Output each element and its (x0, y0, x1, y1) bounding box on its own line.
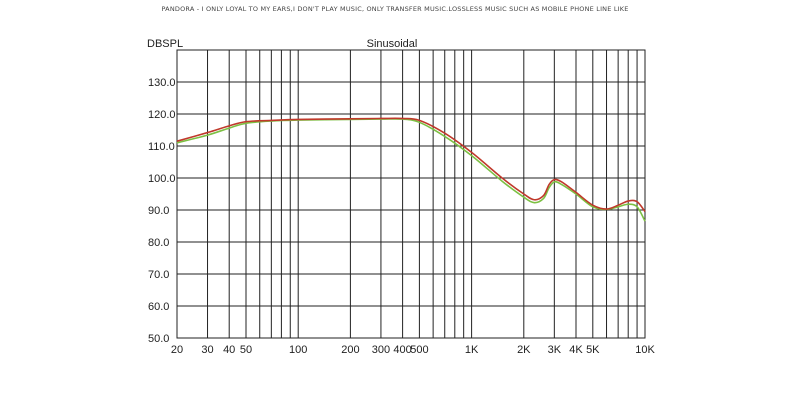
x-tick-label: 400 (393, 344, 411, 356)
y-tick-label: 70.0 (148, 269, 169, 281)
series-line (176, 118, 646, 222)
page-caption: PANDORA - I ONLY LOYAL TO MY EARS,I DON'… (161, 5, 629, 13)
x-tick-label: 300 (372, 344, 390, 356)
x-tick-label: 20 (171, 344, 183, 356)
x-tick-label: 40 (223, 344, 235, 356)
x-tick-label: 50 (240, 344, 252, 356)
x-tick-label: 4K (569, 344, 583, 356)
y-tick-label: 130.0 (148, 77, 176, 89)
chart-grid (176, 49, 646, 339)
x-tick-label: 10K (635, 344, 655, 356)
y-tick-label: 60.0 (148, 301, 169, 313)
chart-series-group (176, 117, 646, 222)
x-tick-label: 2K (517, 344, 531, 356)
x-tick-label: 5K (586, 344, 600, 356)
y-tick-label: 80.0 (148, 237, 169, 249)
x-tick-label: 200 (341, 344, 359, 356)
y-tick-label: 50.0 (148, 333, 169, 345)
y-tick-label: 110.0 (148, 141, 175, 153)
chart-title: Sinusoidal (367, 38, 418, 50)
series-line (176, 117, 646, 213)
x-tick-label: 3K (548, 344, 562, 356)
x-tick-label: 30 (201, 344, 213, 356)
y-axis-label: DBSPL (147, 38, 183, 50)
y-tick-labels: 50.0 60.0 70.0 80.0 90.0 100.0 110.0 120.0 130.0 (148, 77, 176, 345)
y-tick-label: 120.0 (148, 109, 176, 121)
x-tick-label: 100 (289, 344, 307, 356)
y-tick-label: 90.0 (148, 205, 169, 217)
x-tick-label: 1K (465, 344, 479, 356)
x-tick-label: 500 (410, 344, 428, 356)
y-tick-label: 100.0 (148, 173, 176, 185)
